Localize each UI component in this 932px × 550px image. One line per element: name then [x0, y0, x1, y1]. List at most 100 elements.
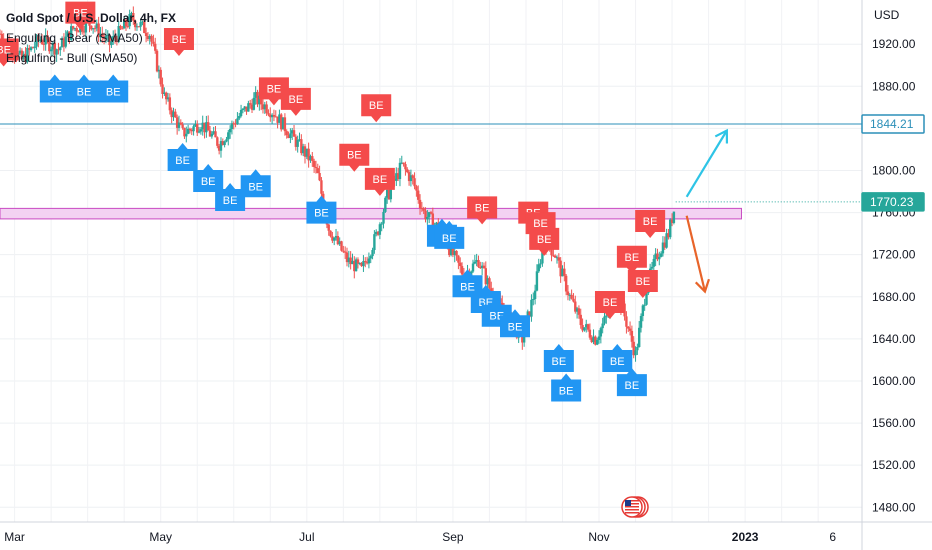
- marker-label: BE: [77, 87, 92, 99]
- bear-engulfing-marker: BE: [339, 143, 370, 172]
- arrow-up-head[interactable]: [714, 128, 729, 144]
- candle-body: [201, 122, 204, 130]
- candle-body: [354, 259, 358, 272]
- marker-shape: [594, 291, 625, 320]
- time-tick-label: Mar: [4, 530, 25, 544]
- candle-body: [409, 175, 413, 182]
- candle-body: [185, 133, 188, 137]
- candle-body: [294, 136, 298, 147]
- candle-body: [574, 301, 577, 312]
- marker-shape: [543, 343, 574, 372]
- candle-body: [362, 261, 365, 267]
- currency-label: USD: [874, 8, 900, 22]
- candle-body: [199, 129, 203, 132]
- candle-body: [583, 327, 586, 331]
- candle-body: [281, 117, 285, 130]
- bear-engulfing-marker: BE: [627, 269, 658, 298]
- price-tick-label: 1880.00: [872, 79, 916, 93]
- support-resistance-zone[interactable]: [0, 207, 742, 220]
- marker-label: BE: [508, 321, 523, 333]
- candle-body: [312, 160, 316, 167]
- arrow-up-shaft[interactable]: [685, 129, 728, 198]
- candle-body: [219, 141, 223, 151]
- marker-shape: [167, 142, 198, 171]
- marker-label: BE: [106, 87, 121, 99]
- candle-body: [320, 180, 323, 194]
- candle-body: [303, 146, 307, 157]
- candle-body: [541, 247, 544, 264]
- time-tick-label: Sep: [442, 530, 464, 544]
- zone-rect[interactable]: [0, 207, 742, 220]
- candle-body: [270, 114, 274, 118]
- candle-body: [258, 95, 261, 105]
- candle-body: [141, 21, 144, 23]
- candle-body: [245, 106, 248, 112]
- candle-body: [106, 34, 109, 36]
- candle-body: [71, 26, 75, 29]
- price-axis[interactable]: USD1920.001880.001840.001800.001760.0017…: [861, 0, 916, 550]
- candle-body: [645, 293, 648, 305]
- marker-label: BE: [625, 252, 640, 264]
- candle-body: [112, 36, 115, 42]
- last-price-tag: 1770.23: [861, 192, 925, 212]
- candle-body: [356, 259, 360, 264]
- candle-body: [431, 213, 435, 230]
- bear-engulfing-marker: BE: [361, 94, 392, 123]
- candle-body: [628, 328, 632, 331]
- candle-body: [31, 47, 35, 49]
- bear-engulfing-marker: BE: [364, 167, 395, 196]
- projection-arrows[interactable]: [685, 128, 729, 294]
- candle-body: [161, 84, 164, 94]
- us-flag-icon[interactable]: [621, 496, 649, 518]
- candle-body: [473, 261, 477, 264]
- candle-body: [70, 26, 73, 40]
- candle-body: [334, 235, 338, 238]
- candle-body: [563, 268, 566, 276]
- candle-body: [672, 211, 676, 223]
- candle-body: [594, 336, 597, 345]
- candle-body: [122, 19, 126, 29]
- candle-body: [212, 131, 215, 134]
- candle-body: [254, 92, 257, 98]
- marker-label: BE: [47, 87, 62, 99]
- bull-engulfing-marker: BE: [167, 142, 198, 171]
- candle-body: [316, 168, 319, 174]
- marker-label: BE: [289, 94, 304, 106]
- candle-body: [488, 278, 491, 289]
- candle-body: [407, 172, 411, 182]
- candle-body: [658, 256, 661, 260]
- marker-label: BE: [533, 218, 548, 230]
- arrow-down-shaft[interactable]: [685, 215, 707, 292]
- candle-body: [37, 36, 40, 42]
- bear-engulfing-marker: BE: [163, 27, 194, 56]
- marker-shape: [529, 227, 560, 256]
- candle-body: [550, 247, 553, 256]
- candle-body: [318, 173, 321, 181]
- marker-shape: [434, 220, 465, 249]
- candle-body: [411, 175, 414, 179]
- candle-body: [269, 114, 272, 118]
- candle-body: [278, 114, 281, 123]
- candle-body: [289, 133, 292, 138]
- candle-body: [625, 316, 628, 327]
- indicator-bull-label[interactable]: Engulfing - Bull (SMA50): [6, 51, 138, 65]
- time-axis[interactable]: Mar May Jul Sep Nov 2023 6: [0, 521, 932, 544]
- marker-shape: [98, 74, 129, 103]
- candle-body: [99, 33, 102, 38]
- candle-body: [0, 33, 2, 35]
- candle-body: [579, 314, 582, 326]
- candle-body: [196, 123, 199, 133]
- chart-grid: [0, 0, 862, 522]
- candle-body: [181, 124, 184, 128]
- candle-body: [115, 38, 119, 43]
- arrow-down-head[interactable]: [694, 278, 710, 294]
- candle-body: [183, 127, 186, 137]
- candle-body: [152, 41, 155, 44]
- candle-body: [552, 255, 555, 257]
- candle-body: [637, 327, 641, 347]
- price-tags: 1844.21 1770.23: [861, 114, 925, 212]
- candle-body: [429, 212, 433, 214]
- symbol-title[interactable]: Gold Spot / U.S. Dollar, 4h, FX: [6, 11, 177, 25]
- indicator-bear-label[interactable]: Engulfing - Bear (SMA50): [6, 31, 143, 45]
